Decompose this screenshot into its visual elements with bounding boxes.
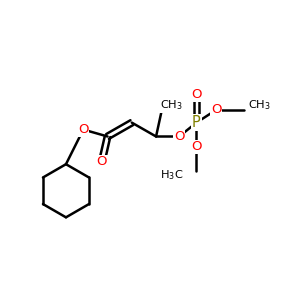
Text: O: O — [211, 103, 221, 116]
Text: H$_3$C: H$_3$C — [160, 168, 184, 182]
Text: P: P — [192, 115, 201, 130]
Text: O: O — [191, 140, 202, 153]
Text: CH$_3$: CH$_3$ — [248, 98, 272, 112]
Text: O: O — [97, 155, 107, 168]
Text: O: O — [191, 88, 202, 101]
Text: CH$_3$: CH$_3$ — [160, 98, 183, 112]
Text: O: O — [174, 130, 184, 143]
Text: O: O — [78, 123, 88, 136]
